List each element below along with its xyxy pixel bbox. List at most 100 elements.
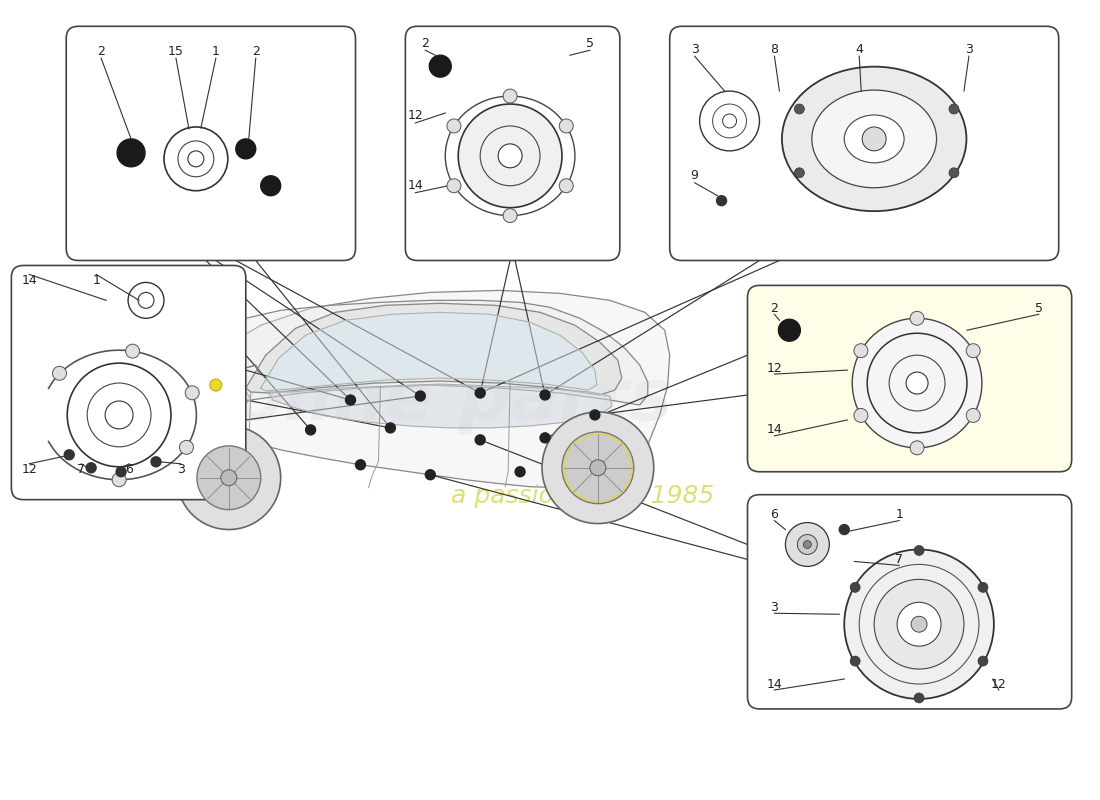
- Circle shape: [86, 462, 96, 473]
- Text: 5: 5: [1035, 302, 1043, 315]
- Circle shape: [210, 379, 222, 391]
- Circle shape: [475, 388, 485, 398]
- Circle shape: [261, 176, 280, 196]
- Ellipse shape: [812, 90, 936, 188]
- Text: 3: 3: [770, 601, 779, 614]
- Circle shape: [179, 440, 194, 454]
- Polygon shape: [261, 312, 597, 391]
- Ellipse shape: [845, 115, 904, 163]
- Circle shape: [475, 435, 485, 445]
- Text: euroline parts: euroline parts: [98, 366, 672, 434]
- Text: 1: 1: [212, 45, 220, 58]
- Circle shape: [188, 151, 204, 167]
- Circle shape: [723, 114, 737, 128]
- Text: 9: 9: [691, 170, 698, 182]
- Circle shape: [306, 425, 316, 435]
- Circle shape: [355, 460, 365, 470]
- Circle shape: [112, 473, 126, 486]
- Circle shape: [874, 579, 964, 669]
- FancyBboxPatch shape: [748, 494, 1071, 709]
- Polygon shape: [180, 300, 648, 408]
- Circle shape: [540, 390, 550, 400]
- Ellipse shape: [782, 66, 967, 211]
- Text: 1: 1: [895, 508, 903, 521]
- Circle shape: [151, 457, 161, 466]
- Circle shape: [185, 386, 199, 400]
- Text: 3: 3: [965, 42, 972, 56]
- Polygon shape: [245, 303, 622, 395]
- Text: 7: 7: [895, 553, 903, 566]
- Text: a passion since 1985: a passion since 1985: [451, 484, 715, 508]
- Text: 2: 2: [770, 302, 779, 315]
- Text: 6: 6: [125, 463, 133, 476]
- Circle shape: [803, 541, 812, 549]
- Circle shape: [590, 410, 600, 420]
- Circle shape: [429, 55, 451, 77]
- Text: 5: 5: [586, 37, 594, 50]
- Text: 6: 6: [770, 508, 779, 521]
- Circle shape: [839, 525, 849, 534]
- Circle shape: [117, 466, 126, 477]
- Text: 14: 14: [21, 274, 37, 287]
- Circle shape: [716, 196, 727, 206]
- Circle shape: [850, 656, 860, 666]
- Text: 12: 12: [21, 463, 37, 476]
- Circle shape: [559, 119, 573, 133]
- Circle shape: [906, 372, 928, 394]
- Circle shape: [447, 119, 461, 133]
- Circle shape: [850, 582, 860, 592]
- Polygon shape: [268, 384, 612, 428]
- Circle shape: [197, 446, 261, 510]
- FancyBboxPatch shape: [11, 266, 245, 500]
- Circle shape: [106, 401, 133, 429]
- Circle shape: [949, 104, 959, 114]
- Text: 8: 8: [770, 42, 779, 56]
- Circle shape: [515, 466, 525, 477]
- Circle shape: [949, 168, 959, 178]
- Circle shape: [117, 139, 145, 167]
- Circle shape: [845, 550, 994, 699]
- Text: 12: 12: [991, 678, 1006, 690]
- Text: 7: 7: [77, 463, 85, 476]
- Circle shape: [138, 292, 154, 308]
- Circle shape: [559, 178, 573, 193]
- Text: 12: 12: [407, 110, 424, 122]
- Text: 2: 2: [97, 45, 106, 58]
- Circle shape: [221, 470, 236, 486]
- Circle shape: [177, 426, 280, 530]
- Circle shape: [966, 409, 980, 422]
- Circle shape: [447, 178, 461, 193]
- Circle shape: [125, 344, 140, 358]
- Circle shape: [540, 433, 550, 443]
- Circle shape: [862, 127, 887, 151]
- Circle shape: [590, 460, 606, 476]
- Circle shape: [459, 104, 562, 208]
- Circle shape: [854, 344, 868, 358]
- Circle shape: [978, 656, 988, 666]
- Text: 14: 14: [767, 678, 782, 690]
- Circle shape: [64, 450, 74, 460]
- Polygon shape: [189, 391, 251, 416]
- Circle shape: [426, 470, 436, 480]
- Circle shape: [910, 441, 924, 455]
- Circle shape: [794, 168, 804, 178]
- Circle shape: [854, 409, 868, 422]
- Circle shape: [53, 366, 66, 380]
- Circle shape: [235, 139, 255, 159]
- Text: 3: 3: [177, 463, 185, 476]
- Text: 3: 3: [691, 42, 698, 56]
- Text: 14: 14: [767, 423, 782, 436]
- Text: 12: 12: [767, 362, 782, 374]
- Text: 2: 2: [252, 45, 260, 58]
- FancyBboxPatch shape: [66, 26, 355, 261]
- Polygon shape: [180, 290, 670, 488]
- Wedge shape: [192, 368, 205, 380]
- Text: 1: 1: [92, 274, 100, 287]
- FancyBboxPatch shape: [670, 26, 1058, 261]
- Circle shape: [562, 432, 634, 504]
- Circle shape: [910, 311, 924, 326]
- Circle shape: [345, 395, 355, 405]
- FancyBboxPatch shape: [406, 26, 619, 261]
- Text: 2: 2: [421, 37, 429, 50]
- Circle shape: [914, 693, 924, 703]
